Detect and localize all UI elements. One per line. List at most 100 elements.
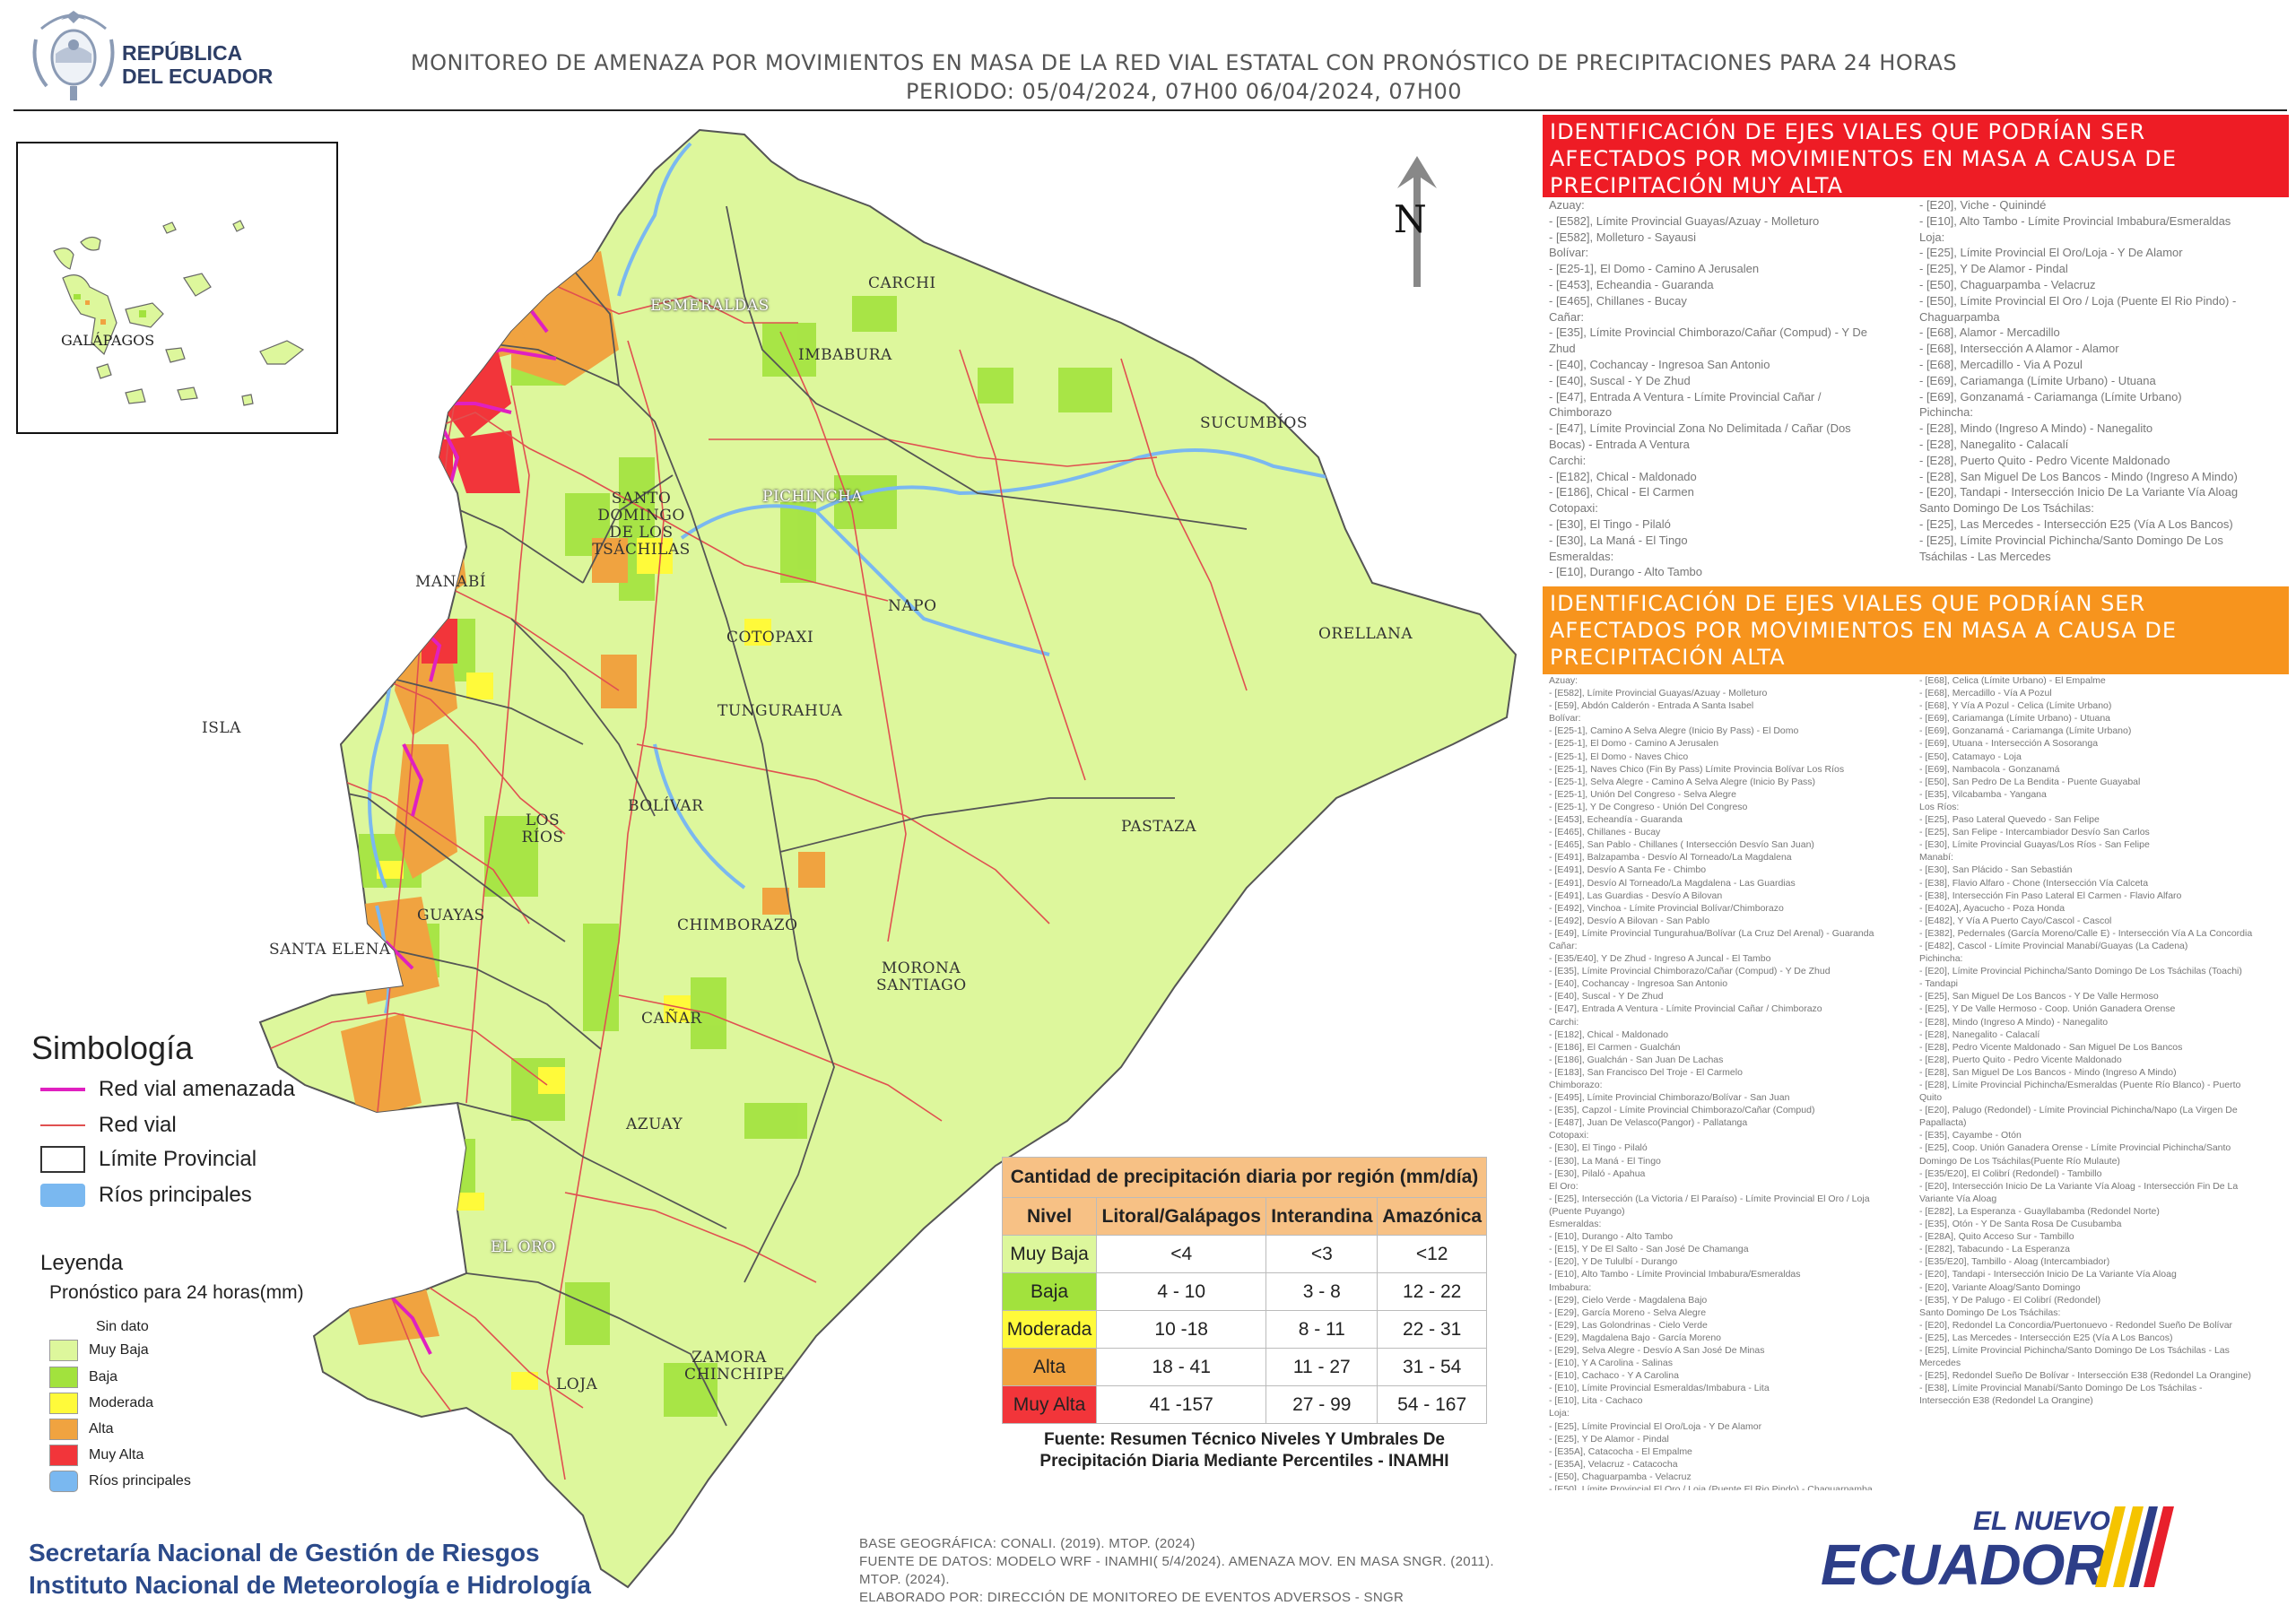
north-arrow-icon <box>1397 156 1437 287</box>
legend-label: Ríos principales <box>89 1473 191 1488</box>
road-list-item: - [E491], Desvío Al Torneado/La Magdalen… <box>1549 877 1796 889</box>
legend-item-alta: Alta <box>49 1417 114 1442</box>
road-list-item: - [E10], Durango - Alto Tambo <box>1549 565 1703 579</box>
road-list-item: - [E28], Límite Provincial Pichincha/Esm… <box>1919 1080 2241 1090</box>
base-line: BASE GEOGRÁFICA: CONALI. (2019). MTOP. (… <box>859 1536 1196 1551</box>
road-list-item: - [E25], Límite Provincial El Oro/Loja -… <box>1919 246 2183 260</box>
road-list-item: Manabí: <box>1919 852 1953 864</box>
road-list-item: - [E30], San Plácido - San Sebastián <box>1919 864 2073 876</box>
road-list-item: - [E20], Viche - Quinindé <box>1919 198 2047 212</box>
table-header-row: Nivel Litoral/Galápagos Interandina Amaz… <box>1001 1197 1487 1236</box>
road-list-item: - [E465], San Pablo - Chillanes ( Inters… <box>1549 839 1814 851</box>
road-list-item: - Tandapi <box>1919 978 1959 990</box>
road-list-item: - [E25], Intersección (La Victoria / El … <box>1549 1193 1870 1204</box>
road-list-item: - [E20], Y De Tululbí - Durango <box>1549 1256 1678 1268</box>
province-label-bolivar: BOLÍVAR <box>628 797 704 815</box>
road-list-item: - [E68], Y Vía A Pozul - Celica (Límite … <box>1919 700 2112 712</box>
legend-swatch <box>49 1340 78 1361</box>
road-list-item: Los Ríos: <box>1919 801 1960 812</box>
road-list-item: - [E20], Tandapi - Intersección Inicio D… <box>1919 1269 2177 1280</box>
table-header: Amazónica <box>1377 1197 1487 1236</box>
road-list-item: Chimborazo <box>1549 405 1613 420</box>
road-list-item: - [E69], Gonzanamá - Cariamanga (Límite … <box>1919 725 2132 737</box>
road-list-item: El Oro: <box>1549 1180 1578 1192</box>
road-list-item: Bolívar: <box>1549 246 1589 260</box>
road-list-item: (Puente Puyango) <box>1549 1205 1625 1217</box>
road-list-item: Imbabura: <box>1549 1281 1592 1293</box>
province-label-guayas: GUAYAS <box>417 907 485 924</box>
road-list-item: - [E582], Límite Provincial Guayas/Azuay… <box>1549 688 1768 699</box>
galapagos-inset-map: GALÁPAGOS <box>16 142 338 434</box>
road-list-item: - [E10], Alto Tambo - Límite Provincial … <box>1919 213 2231 228</box>
road-list-item: - [E35], Capzol - Límite Provincial Chim… <box>1549 1105 1815 1116</box>
legend-swatch <box>49 1445 78 1466</box>
road-list-item: Mercedes <box>1919 1358 1961 1369</box>
table-cell: 41 -157 <box>1096 1385 1267 1424</box>
road-list-item: Domingo De Los Tsáchilas(Puente Río Mula… <box>1919 1155 2120 1167</box>
road-list-item: - [E35/E20], Tambillo - Aloag (Intercamb… <box>1919 1256 2110 1268</box>
province-label-los-rios: LOS RÍOS <box>521 812 564 846</box>
road-list-item: Cañar: <box>1549 309 1585 324</box>
province-label-azuay: AZUAY <box>626 1115 683 1133</box>
road-list-item: - [E465], Chillanes - Bucay <box>1549 827 1661 838</box>
road-list-item: - [E25-1], El Domo - Naves Chico <box>1549 751 1689 762</box>
road-list-item: - [E10], Lita - Cachaco <box>1549 1395 1643 1407</box>
province-label-orellana: ORELLANA <box>1318 625 1413 643</box>
table-cell: 27 - 99 <box>1265 1385 1378 1424</box>
road-list-item: Chimborazo: <box>1549 1080 1603 1090</box>
road-list-item: - [E491], Balzapamba - Desvío Al Tornead… <box>1549 852 1792 864</box>
table-source: Fuente: Resumen Técnico Niveles Y Umbral… <box>1002 1429 1487 1472</box>
road-list-item: - [E453], Echeandia - Guaranda <box>1549 277 1714 291</box>
road-list-item: - [E491], Las Guardias - Desvío A Bilova… <box>1549 890 1723 901</box>
road-list-item: Variante Vía Aloag <box>1919 1193 1997 1204</box>
road-list-item: - [E69], Utuana - Intersección A Sosoran… <box>1919 738 2099 750</box>
road-list-item: - [E25], Y De Alamor - Pindal <box>1549 1433 1669 1445</box>
legend-swatch <box>49 1367 78 1388</box>
galapagos-label: GALÁPAGOS <box>61 332 155 349</box>
title-divider <box>13 109 2287 111</box>
symbology-provincial-limit: Límite Provincial <box>40 1144 257 1175</box>
road-list-item: Carchi: <box>1549 1016 1579 1028</box>
level-cell: Muy Alta <box>1001 1385 1098 1424</box>
road-list-item: - [E186], El Carmen - Gualchán <box>1549 1041 1681 1053</box>
road-list-item: - [E28], Mindo (Ingreso A Mindo) - Naneg… <box>1919 421 2153 436</box>
road-list-item: - [E582], Límite Provincial Guayas/Azuay… <box>1549 213 1820 228</box>
logo-text-line1: REPÚBLICA <box>122 41 243 65</box>
legend-item-muy-baja: Muy Baja <box>49 1338 149 1363</box>
river-swatch <box>40 1184 85 1207</box>
road-list-item: - [E69], Gonzanamá - Cariamanga (Límite … <box>1919 389 2182 404</box>
symbology-road: Red vial <box>40 1110 177 1141</box>
road-list-item: - [E38], Límite Provincial Manabí/Santo … <box>1919 1383 2203 1394</box>
symbology-rivers: Ríos principales <box>40 1180 252 1211</box>
province-label-zamora-chinchipe: ZAMORA CHINCHIPE <box>684 1349 786 1384</box>
legend-item-rivers: Ríos principales <box>49 1469 191 1494</box>
road-list-item: - [E10], Y A Carolina - Salinas <box>1549 1358 1673 1369</box>
symbology-label: Red vial <box>99 1113 177 1137</box>
table-cell: <4 <box>1096 1235 1267 1273</box>
road-list-item: - [E69], Nambacola - Gonzanamá <box>1919 763 2060 775</box>
road-list-item: Esmeraldas: <box>1549 549 1614 563</box>
road-list-item: Azuay: <box>1549 675 1578 686</box>
road-list-item: - [E38], Flavio Alfaro - Chone (Intersec… <box>1919 877 2149 889</box>
road-list-item: - [E20], Tandapi - Intersección Inicio D… <box>1919 485 2239 499</box>
road-list-item: - [E28], Nanegalito - Calacalí <box>1919 1028 2040 1040</box>
road-list-item: Loja: <box>1549 1408 1570 1419</box>
province-label-tungurahua: TUNGURAHUA <box>718 702 843 720</box>
map-title: MONITOREO DE AMENAZA POR MOVIMIENTOS EN … <box>377 48 1991 106</box>
road-list-item: - [E487], Juan De Velasco(Pangor) - Pall… <box>1549 1117 1748 1129</box>
province-label-chimborazo: CHIMBORAZO <box>677 916 798 934</box>
road-list-item: - [E465], Chillanes - Bucay <box>1549 293 1687 308</box>
road-list-item: - [E25-1], Y De Congreso - Unión Del Con… <box>1549 801 1748 812</box>
table-cell: 12 - 22 <box>1377 1272 1487 1311</box>
province-label-imbabura: IMBABURA <box>798 346 892 364</box>
road-list-item: - [E40], Suscal - Y De Zhud <box>1549 991 1664 1002</box>
road-list-item: - [E25], Y De Valle Hermoso - Coop. Unió… <box>1919 1003 2176 1015</box>
symbology-label: Límite Provincial <box>99 1147 257 1171</box>
table-cell: 4 - 10 <box>1096 1272 1267 1311</box>
province-label-morona-santiago: MORONA SANTIAGO <box>876 959 967 994</box>
table-cell: 8 - 11 <box>1265 1310 1378 1349</box>
legend-item-baja: Baja <box>49 1365 117 1390</box>
road-list-item: - [E50], Chaguarpamba - Velacruz <box>1549 1471 1692 1482</box>
road-list-item: - [E182], Chical - Maldonado <box>1549 469 1697 483</box>
table-source-line2: Precipitación Diaria Mediante Percentile… <box>1039 1452 1449 1471</box>
